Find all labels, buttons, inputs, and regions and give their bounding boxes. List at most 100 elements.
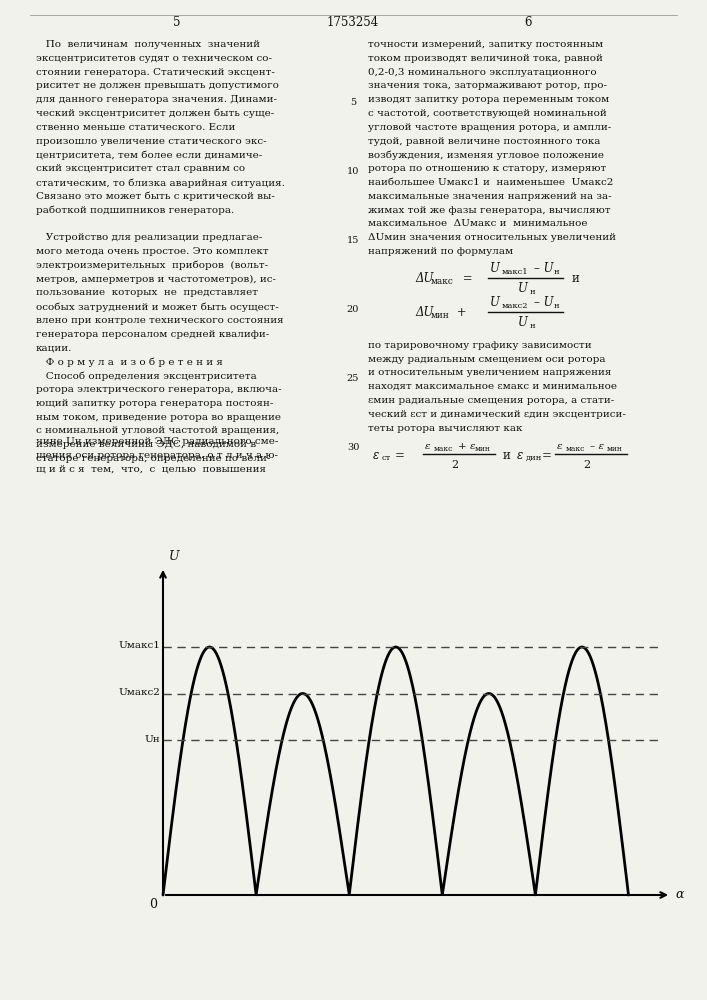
Text: U: U xyxy=(518,282,528,295)
Text: 15: 15 xyxy=(347,236,359,245)
Text: макс: макс xyxy=(434,445,453,453)
Text: 25: 25 xyxy=(347,374,359,383)
Text: н: н xyxy=(554,302,560,310)
Text: между радиальным смещением оси ротора: между радиальным смещением оси ротора xyxy=(368,355,605,364)
Text: =: = xyxy=(459,272,472,285)
Text: и: и xyxy=(572,272,580,285)
Text: =: = xyxy=(395,449,405,462)
Text: – U: – U xyxy=(534,262,554,275)
Text: ε: ε xyxy=(373,449,379,462)
Text: По  величинам  полученных  значений: По величинам полученных значений xyxy=(36,40,260,49)
Text: щ и й с я  тем,  что,  с  целью  повышения: щ и й с я тем, что, с целью повышения xyxy=(36,465,266,474)
Text: измерение величины ЭДС, наводимой в: измерение величины ЭДС, наводимой в xyxy=(36,440,256,449)
Text: мого метода очень простое. Это комплект: мого метода очень простое. Это комплект xyxy=(36,247,269,256)
Text: и относительным увеличением напряжения: и относительным увеличением напряжения xyxy=(368,368,612,377)
Text: теты ротора вычисляют как: теты ротора вычисляют как xyxy=(368,424,522,433)
Text: 5: 5 xyxy=(350,98,356,107)
Text: Uн: Uн xyxy=(144,734,160,744)
Text: макс1: макс1 xyxy=(502,268,529,276)
Text: произошло увеличение статического экс-: произошло увеличение статического экс- xyxy=(36,137,267,146)
Text: макс2: макс2 xyxy=(502,302,529,310)
Text: ротора электрического генератора, включа-: ротора электрического генератора, включа… xyxy=(36,385,281,394)
Text: U: U xyxy=(490,296,500,309)
Text: возбуждения, изменяя угловое положение: возбуждения, изменяя угловое положение xyxy=(368,150,604,160)
Text: Uмакс1: Uмакс1 xyxy=(118,642,160,650)
Text: с частотой, соответствующей номинальной: с частотой, соответствующей номинальной xyxy=(368,109,607,118)
Text: жимах той же фазы генератора, вычисляют: жимах той же фазы генератора, вычисляют xyxy=(368,206,611,215)
Text: особых затруднений и может быть осущест-: особых затруднений и может быть осущест- xyxy=(36,302,279,312)
Text: – U: – U xyxy=(534,296,554,309)
Text: находят максимальное εмакс и минимальное: находят максимальное εмакс и минимальное xyxy=(368,382,617,391)
Text: =: = xyxy=(542,449,552,462)
Text: максимальные значения напряжений на за-: максимальные значения напряжений на за- xyxy=(368,192,612,201)
Text: 20: 20 xyxy=(347,305,359,314)
Text: ΔU: ΔU xyxy=(415,306,433,319)
Text: ΔUмин значения относительных увеличений: ΔUмин значения относительных увеличений xyxy=(368,233,616,242)
Text: α: α xyxy=(675,888,684,902)
Text: 1753254: 1753254 xyxy=(327,15,379,28)
Text: пользование  которых  не  представляет: пользование которых не представляет xyxy=(36,288,258,297)
Text: 2: 2 xyxy=(583,460,590,470)
Text: ственно меньше статического. Если: ственно меньше статического. Если xyxy=(36,123,235,132)
Text: + ε: + ε xyxy=(458,442,476,451)
Text: +: + xyxy=(453,306,467,319)
Text: риситет не должен превышать допустимого: риситет не должен превышать допустимого xyxy=(36,81,279,90)
Text: ротора по отношению к статору, измеряют: ротора по отношению к статору, измеряют xyxy=(368,164,606,173)
Text: 5: 5 xyxy=(173,15,181,28)
Text: Устройство для реализации предлагае-: Устройство для реализации предлагае- xyxy=(36,233,262,242)
Text: ным током, приведение ротора во вращение: ным током, приведение ротора во вращение xyxy=(36,413,281,422)
Text: U: U xyxy=(518,316,528,329)
Text: по тарировочному графику зависимости: по тарировочному графику зависимости xyxy=(368,341,592,350)
Text: током производят величиной тока, равной: током производят величиной тока, равной xyxy=(368,54,603,63)
Text: генератора персоналом средней квалифи-: генератора персоналом средней квалифи- xyxy=(36,330,269,339)
Text: макс: макс xyxy=(566,445,585,453)
Text: статоре генератора, определение по вели-: статоре генератора, определение по вели- xyxy=(36,454,270,463)
Text: щения оси ротора генератора. о т л и ч а ю-: щения оси ротора генератора. о т л и ч а… xyxy=(36,451,278,460)
Text: ΔU: ΔU xyxy=(415,272,433,285)
Text: ческий эксцентриситет должен быть суще-: ческий эксцентриситет должен быть суще- xyxy=(36,109,274,118)
Text: мин: мин xyxy=(431,311,450,320)
Text: 6: 6 xyxy=(525,15,532,28)
Text: – ε: – ε xyxy=(590,442,604,451)
Text: 2: 2 xyxy=(452,460,459,470)
Text: 0: 0 xyxy=(149,898,157,912)
Text: для данного генератора значения. Динами-: для данного генератора значения. Динами- xyxy=(36,95,277,104)
Text: и: и xyxy=(503,449,511,462)
Text: эксцентриситетов судят о техническом со-: эксцентриситетов судят о техническом со- xyxy=(36,54,272,63)
Text: Связано это может быть с критической вы-: Связано это может быть с критической вы- xyxy=(36,192,275,201)
Text: электроизмерительных  приборов  (вольт-: электроизмерительных приборов (вольт- xyxy=(36,261,268,270)
Text: напряжений по формулам: напряжений по формулам xyxy=(368,247,513,256)
Text: ε: ε xyxy=(425,442,431,451)
Text: значения тока, затормаживают ротор, про-: значения тока, затормаживают ротор, про- xyxy=(368,81,607,90)
Text: 30: 30 xyxy=(347,443,359,452)
Text: центриситета, тем более если динамиче-: центриситета, тем более если динамиче- xyxy=(36,150,262,160)
Text: мин: мин xyxy=(607,445,623,453)
Text: 0,2-0,3 номинального эксплуатационного: 0,2-0,3 номинального эксплуатационного xyxy=(368,68,597,77)
Text: стоянии генератора. Статический эксцент-: стоянии генератора. Статический эксцент- xyxy=(36,68,275,77)
Text: точности измерений, запитку постоянным: точности измерений, запитку постоянным xyxy=(368,40,603,49)
Text: с номинальной угловой частотой вращения,: с номинальной угловой частотой вращения, xyxy=(36,426,279,435)
Text: н: н xyxy=(554,268,560,276)
Text: ε: ε xyxy=(517,449,523,462)
Text: наибольшее Uмакс1 и  наименьшее  Uмакс2: наибольшее Uмакс1 и наименьшее Uмакс2 xyxy=(368,178,614,187)
Text: 10: 10 xyxy=(347,167,359,176)
Text: εмин радиальные смещения ротора, а стати-: εмин радиальные смещения ротора, а стати… xyxy=(368,396,614,405)
Text: тудой, равной величине постоянного тока: тудой, равной величине постоянного тока xyxy=(368,137,600,146)
Text: влено при контроле технического состояния: влено при контроле технического состояни… xyxy=(36,316,284,325)
Text: ющий запитку ротора генератора постоян-: ющий запитку ротора генератора постоян- xyxy=(36,399,274,408)
Text: Способ определения эксцентриситета: Способ определения эксцентриситета xyxy=(36,371,257,381)
Text: ский эксцентриситет стал сравним со: ский эксцентриситет стал сравним со xyxy=(36,164,245,173)
Text: ческий εст и динамический εдин эксцентриси-: ческий εст и динамический εдин эксцентри… xyxy=(368,410,626,419)
Text: работкой подшипников генератора.: работкой подшипников генератора. xyxy=(36,206,234,215)
Text: метров, амперметров и частотометров), ис-: метров, амперметров и частотометров), ис… xyxy=(36,275,276,284)
Text: дин: дин xyxy=(526,454,542,462)
Text: угловой частоте вращения ротора, и ампли-: угловой частоте вращения ротора, и ампли… xyxy=(368,123,612,132)
Text: н: н xyxy=(530,322,536,330)
Text: макс: макс xyxy=(431,277,454,286)
Text: Uмакс2: Uмакс2 xyxy=(118,688,160,697)
Text: U: U xyxy=(490,262,500,275)
Text: ε: ε xyxy=(557,442,563,451)
Text: Ф о р м у л а  и з о б р е т е н и я: Ф о р м у л а и з о б р е т е н и я xyxy=(36,357,223,367)
Text: ст: ст xyxy=(382,454,392,462)
Text: чине Uн измеренной ЭДС радиального сме-: чине Uн измеренной ЭДС радиального сме- xyxy=(36,437,279,446)
